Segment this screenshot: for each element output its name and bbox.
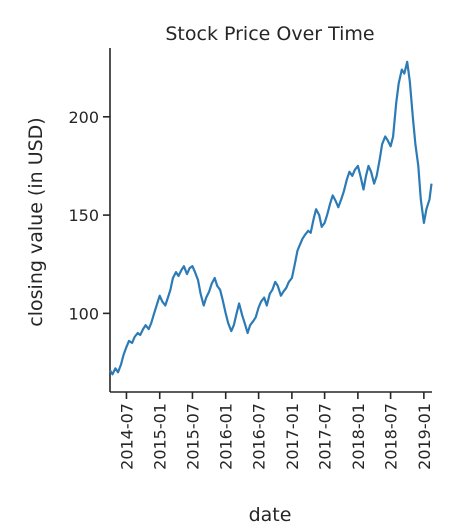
x-axis-label: date	[249, 504, 292, 526]
x-tick-label: 2015-07	[183, 403, 202, 470]
x-tick-label: 2017-07	[316, 403, 335, 470]
x-tick-label: 2015-01	[151, 403, 170, 470]
x-tick-label: 2018-07	[382, 403, 401, 470]
x-tick-label: 2018-01	[349, 403, 368, 470]
chart-title: Stock Price Over Time	[165, 23, 374, 45]
y-axis-label: closing value (in USD)	[25, 117, 47, 326]
y-tick-label: 150	[68, 206, 99, 225]
y-tick-label: 200	[68, 108, 99, 127]
x-tick-label: 2016-01	[217, 403, 236, 470]
x-tick-label: 2019-01	[415, 403, 434, 470]
price-series-line	[109, 60, 433, 376]
y-axis-ticks: 100 150 200	[68, 108, 110, 323]
x-tick-label: 2016-07	[250, 403, 269, 470]
x-tick-label: 2017-01	[283, 403, 302, 470]
x-axis-ticks: 2014-07 2015-01 2015-07 2016-01 2016-07 2017-…	[117, 392, 434, 470]
y-tick-label: 100	[68, 304, 99, 323]
x-tick-label: 2014-07	[117, 403, 136, 470]
